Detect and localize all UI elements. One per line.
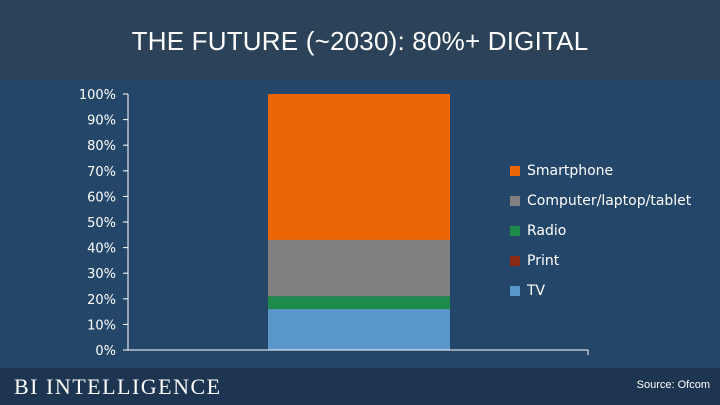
- source-note: Source: Ofcom: [636, 379, 710, 391]
- legend-swatch: [510, 196, 520, 206]
- y-tick-label: 0%: [95, 344, 116, 359]
- y-tick-label: 40%: [87, 242, 116, 257]
- brand-logo: BI INTELLIGENCE: [14, 374, 222, 399]
- legend-label: Radio: [527, 223, 567, 239]
- legend-swatch: [510, 166, 520, 176]
- legend-item: TV: [510, 276, 691, 306]
- y-tick-label: 70%: [87, 165, 116, 180]
- slide-title: THE FUTURE (~2030): 80%+ DIGITAL: [131, 26, 589, 56]
- y-tick-label: 90%: [87, 114, 116, 129]
- legend-item: Radio: [510, 216, 691, 246]
- legend-label: TV: [527, 283, 546, 299]
- footer-bar: [0, 368, 720, 405]
- y-tick-label: 80%: [87, 139, 116, 154]
- bar-segment-smartphone: [268, 94, 450, 240]
- legend-label: Print: [527, 253, 560, 269]
- legend-label: Computer/laptop/tablet: [527, 193, 692, 209]
- y-tick-label: 10%: [87, 318, 116, 333]
- legend-item: Smartphone: [510, 156, 691, 186]
- legend-item: Computer/laptop/tablet: [510, 186, 691, 216]
- chart-legend: Smartphone Computer/laptop/tablet Radio Pri…: [510, 156, 691, 306]
- legend-swatch: [510, 286, 520, 296]
- y-tick-label: 100%: [79, 88, 116, 103]
- title-bar: [0, 0, 720, 80]
- legend-swatch: [510, 226, 520, 236]
- bar-segment-computer-laptop-tablet: [268, 239, 450, 297]
- y-tick-label: 20%: [87, 293, 116, 308]
- y-tick-label: 30%: [87, 267, 116, 282]
- bar-segment-tv: [268, 309, 450, 350]
- y-tick-label: 50%: [87, 216, 116, 231]
- legend-swatch: [510, 256, 520, 266]
- y-tick-label: 60%: [87, 190, 116, 205]
- bar-segment-radio: [268, 296, 450, 310]
- legend-item: Print: [510, 246, 691, 276]
- legend-label: Smartphone: [527, 163, 614, 179]
